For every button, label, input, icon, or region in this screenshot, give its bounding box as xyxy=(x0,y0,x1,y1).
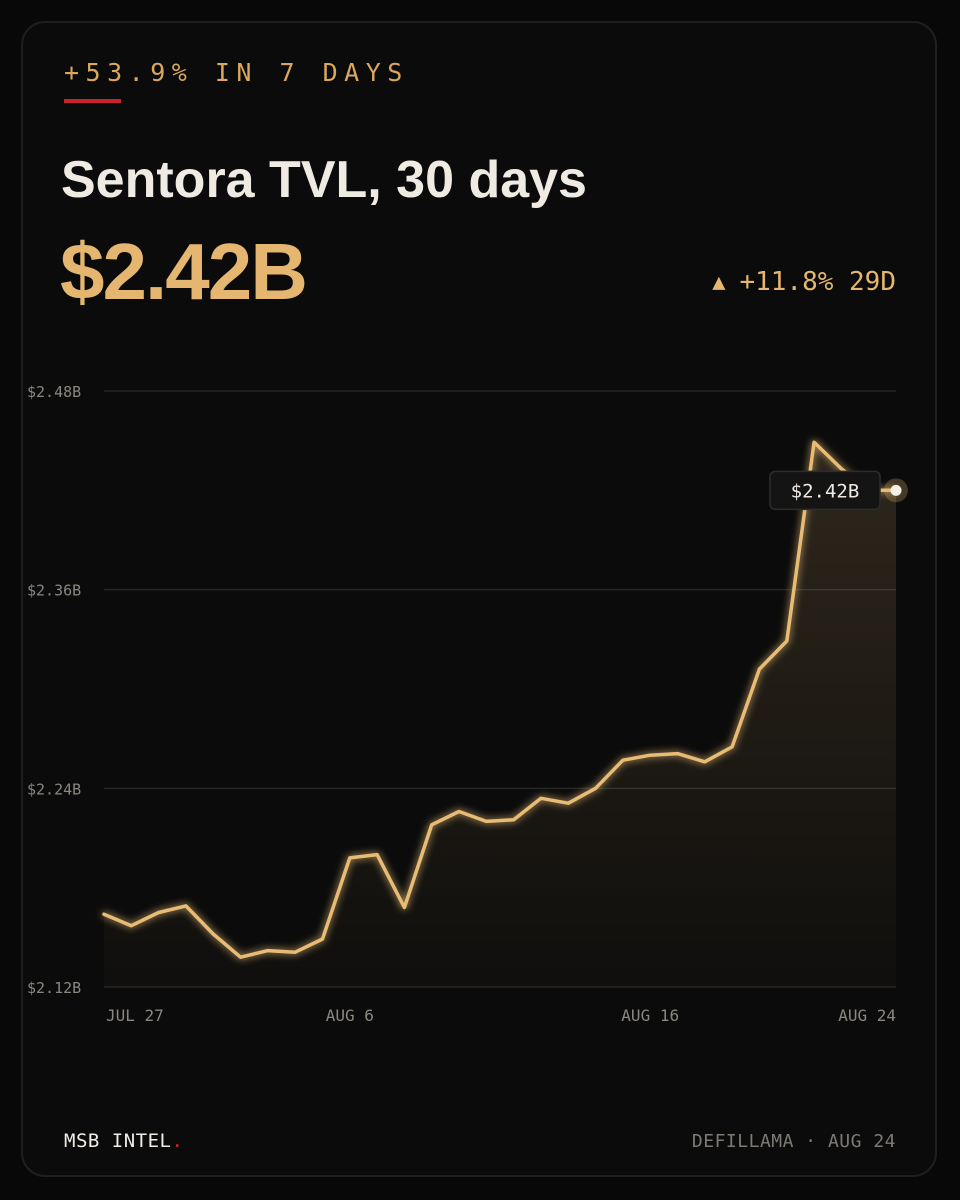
data-point xyxy=(676,752,680,756)
x-tick-label: AUG 6 xyxy=(326,1006,374,1025)
data-point xyxy=(129,924,133,928)
current-value: $2.42B xyxy=(60,227,308,316)
period-change: ▲ +11.8% 29D xyxy=(712,267,896,297)
data-point xyxy=(648,753,652,757)
source-label: DEFILLAMA · AUG 24 xyxy=(691,1131,896,1152)
series-line xyxy=(102,440,898,959)
data-point xyxy=(266,949,270,953)
x-tick-label: AUG 24 xyxy=(838,1006,896,1025)
last-value-box xyxy=(769,470,881,511)
x-tick-label: JUL 27 xyxy=(106,1006,164,1025)
y-tick-label: $2.24B xyxy=(27,780,81,798)
data-point xyxy=(184,904,188,908)
data-point xyxy=(566,801,570,805)
data-point xyxy=(320,937,324,941)
data-point xyxy=(621,758,625,762)
data-point xyxy=(239,955,243,959)
data-point xyxy=(293,950,297,954)
y-tick-label: $2.12B xyxy=(27,979,81,997)
page-title: Sentora TVL, 30 days xyxy=(61,151,587,209)
brand-label: MSB INTEL. xyxy=(64,1130,183,1152)
triangle-up-icon: ▲ xyxy=(712,269,726,295)
series-area xyxy=(104,442,896,987)
period-change-text: +11.8% 29D xyxy=(739,267,896,297)
x-tick-label: AUG 16 xyxy=(621,1006,679,1025)
data-point xyxy=(539,796,543,800)
y-tick-label: $2.36B xyxy=(27,582,81,600)
data-point xyxy=(402,906,406,910)
data-point xyxy=(812,440,816,444)
data-point xyxy=(757,667,761,671)
data-point xyxy=(785,639,789,643)
endpoint-dot xyxy=(890,484,902,496)
data-point xyxy=(730,745,734,749)
data-point xyxy=(594,786,598,790)
data-point xyxy=(375,853,379,857)
kicker-underline xyxy=(64,99,121,103)
brand-text: MSB INTEL xyxy=(64,1130,172,1152)
data-point xyxy=(348,856,352,860)
last-value-label: $2.42B xyxy=(791,480,860,502)
y-tick-label: $2.48B xyxy=(27,383,81,401)
weekly-change-kicker: +53.9% IN 7 DAYS xyxy=(64,58,409,87)
data-point xyxy=(211,932,215,936)
data-point xyxy=(839,467,843,471)
data-point xyxy=(703,760,707,764)
data-point xyxy=(102,912,106,916)
brand-dot: . xyxy=(171,1130,184,1152)
data-point xyxy=(430,823,434,827)
data-point xyxy=(484,819,488,823)
data-point xyxy=(512,818,516,822)
data-point xyxy=(457,810,461,814)
data-point xyxy=(157,911,161,915)
